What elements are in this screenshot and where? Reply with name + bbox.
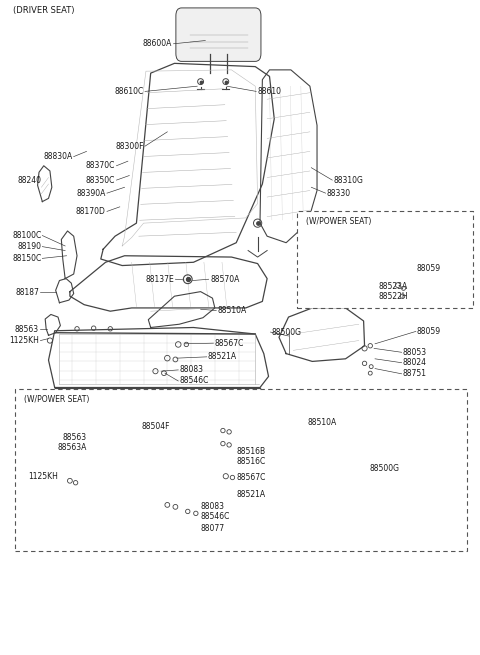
Text: 88024: 88024 — [403, 358, 427, 367]
Point — [184, 274, 192, 284]
Text: 88567C: 88567C — [236, 473, 265, 482]
Text: (DRIVER SEAT): (DRIVER SEAT) — [13, 6, 74, 15]
Point — [225, 440, 233, 450]
Text: 1125KH: 1125KH — [28, 472, 58, 481]
Text: 88522H: 88522H — [379, 292, 408, 301]
Text: 88053: 88053 — [403, 348, 427, 357]
Point — [174, 339, 182, 350]
Point — [152, 366, 159, 377]
Point — [400, 283, 408, 293]
Text: 88187: 88187 — [15, 288, 39, 297]
Text: 88310G: 88310G — [334, 176, 363, 185]
Point — [366, 368, 374, 379]
Text: 88330: 88330 — [326, 189, 351, 198]
Text: 1125KH: 1125KH — [9, 336, 39, 345]
Point — [222, 77, 229, 87]
Text: 88500G: 88500G — [272, 328, 302, 337]
Text: 88500G: 88500G — [369, 464, 399, 473]
Text: 88563: 88563 — [62, 432, 86, 441]
Text: 88059: 88059 — [417, 265, 441, 273]
Text: (W/POWER SEAT): (W/POWER SEAT) — [24, 396, 89, 404]
Text: 88390A: 88390A — [76, 189, 106, 198]
Point — [394, 280, 402, 290]
Point — [197, 77, 204, 87]
Point — [160, 368, 168, 379]
Text: 88563: 88563 — [15, 325, 39, 334]
Point — [192, 508, 200, 519]
Point — [399, 291, 407, 301]
FancyBboxPatch shape — [176, 8, 261, 62]
Bar — [15, 389, 467, 551]
Point — [367, 362, 375, 372]
Text: 88300F: 88300F — [115, 141, 144, 151]
Text: 88521A: 88521A — [208, 352, 237, 362]
Point — [184, 506, 192, 517]
Point — [222, 77, 229, 87]
Text: 88570A: 88570A — [210, 274, 240, 284]
Point — [182, 339, 190, 350]
Text: 88521A: 88521A — [236, 490, 265, 499]
Point — [366, 341, 374, 351]
Point — [171, 502, 179, 512]
Point — [90, 323, 97, 333]
Point — [164, 353, 171, 364]
Point — [171, 354, 179, 365]
Text: 88190: 88190 — [17, 242, 41, 251]
Point — [107, 324, 114, 334]
Point — [254, 218, 262, 229]
Point — [360, 358, 368, 369]
Text: 88240: 88240 — [17, 176, 41, 185]
Point — [73, 324, 81, 334]
Point — [164, 500, 171, 510]
Text: 88516B: 88516B — [236, 447, 265, 456]
Text: 88600A: 88600A — [143, 39, 172, 48]
Text: 88546C: 88546C — [179, 377, 209, 386]
Text: 88170D: 88170D — [76, 207, 106, 216]
Text: 88563A: 88563A — [57, 443, 86, 452]
Text: 88567C: 88567C — [215, 339, 244, 348]
Text: 88150C: 88150C — [12, 254, 41, 263]
Text: 88610: 88610 — [258, 87, 282, 96]
Bar — [297, 212, 473, 308]
Text: 88350C: 88350C — [85, 176, 115, 185]
Text: 88510A: 88510A — [217, 306, 246, 315]
Point — [66, 476, 74, 486]
Point — [46, 335, 54, 346]
Text: 88516C: 88516C — [236, 457, 265, 466]
Point — [225, 426, 233, 437]
Text: 88546C: 88546C — [201, 512, 230, 521]
Point — [72, 477, 80, 488]
Point — [197, 77, 204, 87]
Text: 88610C: 88610C — [114, 87, 144, 96]
Text: 88137E: 88137E — [146, 274, 174, 284]
Point — [228, 472, 236, 483]
Text: 88083: 88083 — [201, 502, 225, 511]
Text: 88077: 88077 — [201, 524, 225, 533]
Text: 88504F: 88504F — [141, 422, 170, 431]
Point — [219, 425, 227, 436]
Text: 88083: 88083 — [179, 365, 203, 375]
Text: 88523A: 88523A — [379, 282, 408, 291]
Text: 88370C: 88370C — [85, 161, 115, 170]
Point — [222, 471, 229, 481]
Text: (W/POWER SEAT): (W/POWER SEAT) — [306, 217, 371, 225]
Point — [360, 343, 368, 354]
Text: 88751: 88751 — [403, 369, 427, 379]
Text: 88510A: 88510A — [308, 418, 337, 426]
Point — [184, 274, 192, 284]
Text: 88830A: 88830A — [43, 152, 72, 161]
Text: 88059: 88059 — [417, 327, 441, 336]
Point — [254, 218, 262, 229]
Text: 88100C: 88100C — [12, 231, 41, 240]
Point — [219, 438, 227, 449]
